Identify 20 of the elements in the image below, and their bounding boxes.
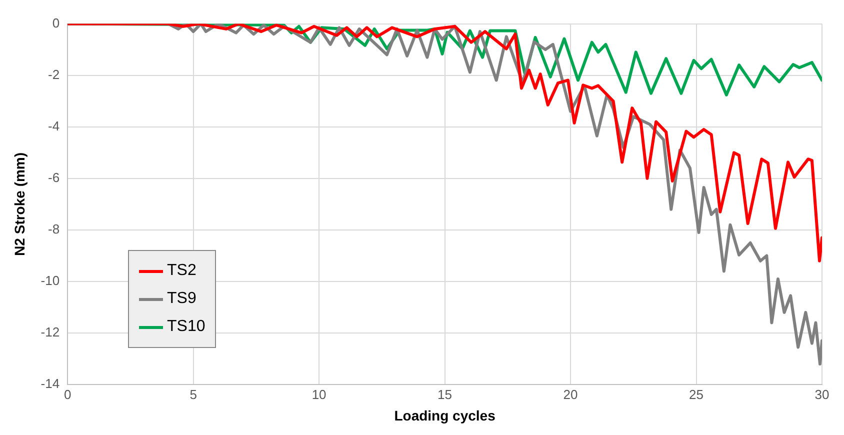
legend-label: TS9 (167, 290, 196, 308)
y-tick-label: -6 (48, 170, 60, 186)
legend-label: TS10 (167, 318, 206, 336)
x-tick-label: 0 (64, 386, 72, 402)
y-tick-label: 0 (52, 15, 60, 30)
y-tick-label: -12 (40, 324, 60, 340)
y-tick-label: -14 (40, 376, 60, 392)
x-tick-label: 30 (814, 386, 830, 402)
x-tick-label: 20 (563, 386, 578, 402)
y-tick-label: -8 (48, 222, 60, 237)
y-axis-title: N2 Stroke (mm) (11, 152, 28, 256)
y-tick-label: -4 (48, 118, 60, 134)
x-tick-label: 15 (438, 386, 452, 402)
x-tick-label: 25 (689, 386, 704, 402)
y-tick-label: -10 (40, 273, 60, 288)
legend-label: TS2 (167, 262, 196, 280)
y-tick-label: -2 (48, 66, 60, 82)
x-tick-label: 10 (312, 386, 326, 402)
x-axis-title: Loading cycles (394, 407, 496, 424)
x-tick-label: 5 (190, 386, 197, 402)
